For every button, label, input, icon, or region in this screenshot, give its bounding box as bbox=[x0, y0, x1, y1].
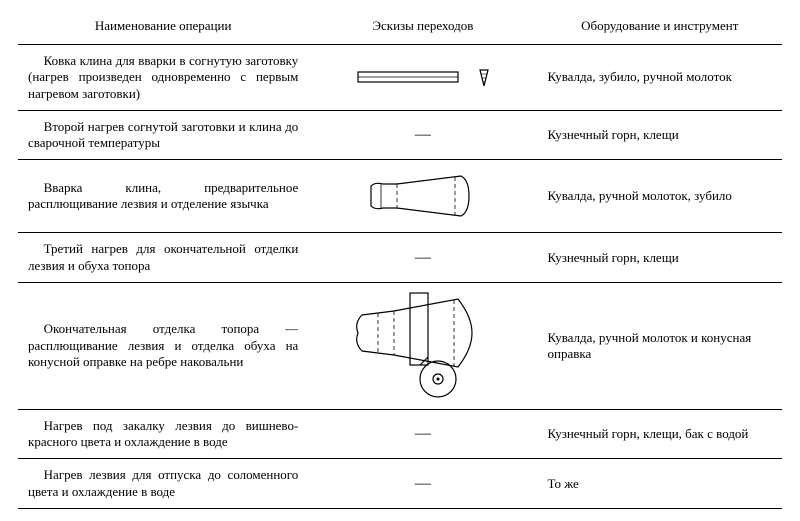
sketch-axe-1 bbox=[353, 168, 493, 224]
cell-operation: Второй нагрев согнутой заготовки и клина… bbox=[18, 110, 308, 160]
cell-sketch: — bbox=[308, 409, 537, 459]
cell-sketch: — bbox=[308, 233, 537, 283]
cell-equipment: Кувалда, ручной молоток, зубило bbox=[538, 160, 783, 233]
header-sketch: Эскизы переходов bbox=[308, 12, 537, 45]
cell-equipment: Кузнечный горн, клещи bbox=[538, 110, 783, 160]
dash-icon: — bbox=[415, 475, 431, 492]
cell-equipment: Кувалда, ручной молоток и конусная оправ… bbox=[538, 282, 783, 409]
table-row: Нагрев под закалку лезвия до вишнево-кра… bbox=[18, 409, 782, 459]
cell-operation: Третий нагрев для окончательной отделки … bbox=[18, 233, 308, 283]
cell-equipment: То же bbox=[538, 459, 783, 509]
cell-operation: Окончательная отделка топора — расплющив… bbox=[18, 282, 308, 409]
header-equipment: Оборудование и инструмент bbox=[538, 12, 783, 45]
dash-icon: — bbox=[415, 126, 431, 143]
table-row: Нагрев лезвия для отпуска до соломенного… bbox=[18, 459, 782, 509]
cell-operation: Ковка клина для вварки в согнутую загото… bbox=[18, 45, 308, 111]
process-table: Наименование операции Эскизы переходов О… bbox=[18, 12, 782, 509]
table-row: Окончательная отделка топора — расплющив… bbox=[18, 282, 782, 409]
cell-operation: Нагрев под закалку лезвия до вишнево-кра… bbox=[18, 409, 308, 459]
cell-operation: Нагрев лезвия для отпуска до соломенного… bbox=[18, 459, 308, 509]
cell-equipment: Кувалда, зубило, ручной молоток bbox=[538, 45, 783, 111]
cell-sketch bbox=[308, 282, 537, 409]
table-row: Третий нагрев для окончательной отделки … bbox=[18, 233, 782, 283]
sketch-bar-wedge bbox=[348, 64, 498, 90]
cell-sketch: — bbox=[308, 459, 537, 509]
cell-sketch: — bbox=[308, 110, 537, 160]
cell-equipment: Кузнечный горн, клещи, бак с водой bbox=[538, 409, 783, 459]
dash-icon: — bbox=[415, 425, 431, 442]
sketch-axe-2 bbox=[338, 291, 508, 401]
dash-icon: — bbox=[415, 249, 431, 266]
table-row: Вварка клина, предварительное расплющива… bbox=[18, 160, 782, 233]
header-row: Наименование операции Эскизы переходов О… bbox=[18, 12, 782, 45]
cell-sketch bbox=[308, 160, 537, 233]
cell-operation: Вварка клина, предварительное расплющива… bbox=[18, 160, 308, 233]
header-operation: Наименование операции bbox=[18, 12, 308, 45]
table-row: Второй нагрев согнутой заготовки и клина… bbox=[18, 110, 782, 160]
cell-equipment: Кузнечный горн, клещи bbox=[538, 233, 783, 283]
cell-sketch bbox=[308, 45, 537, 111]
table-row: Ковка клина для вварки в согнутую загото… bbox=[18, 45, 782, 111]
